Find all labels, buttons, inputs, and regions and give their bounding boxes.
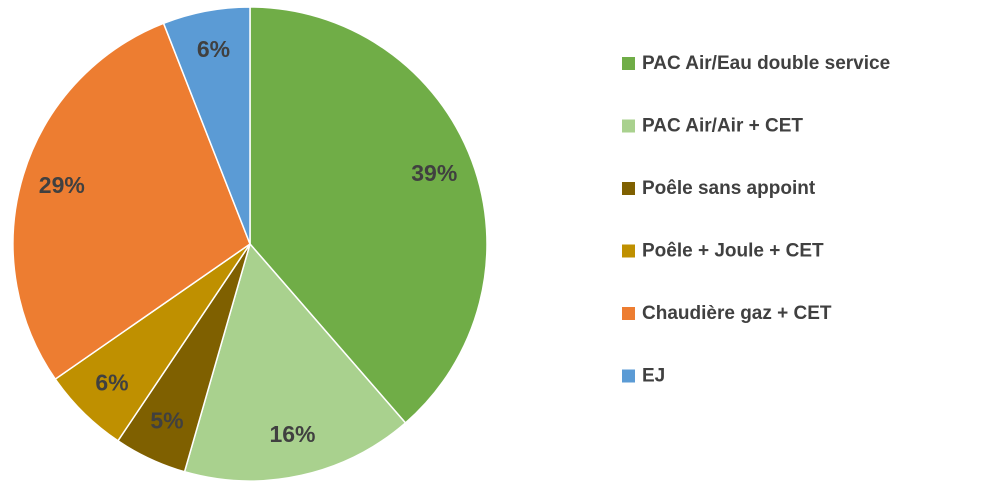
- data-label: 39%: [411, 160, 457, 186]
- pie-slice: [183, 242, 407, 482]
- legend-label: PAC Air/Air + CET: [642, 116, 803, 137]
- legend-label: EJ: [642, 366, 665, 387]
- data-label: 5%: [150, 407, 183, 433]
- pie-slice: [249, 6, 488, 424]
- legend-label: Poêle + Joule + CET: [642, 241, 824, 262]
- data-label: 16%: [269, 421, 315, 447]
- legend-swatch: [622, 182, 635, 195]
- legend-swatch: [622, 119, 635, 133]
- data-label: 6%: [197, 36, 230, 62]
- legend-swatch: [622, 307, 635, 320]
- data-label: 29%: [39, 172, 85, 198]
- legend-swatch: [622, 369, 635, 383]
- data-label: 6%: [95, 369, 128, 395]
- legend-label: Chaudière gaz + CET: [642, 303, 832, 324]
- legend-label: Poêle sans appoint: [642, 178, 816, 199]
- pie-slice: [12, 22, 251, 381]
- pie-slice: [162, 6, 251, 245]
- legend-swatch: [622, 244, 635, 258]
- legend-label: PAC Air/Eau double service: [642, 53, 890, 74]
- legend-swatch: [622, 57, 635, 70]
